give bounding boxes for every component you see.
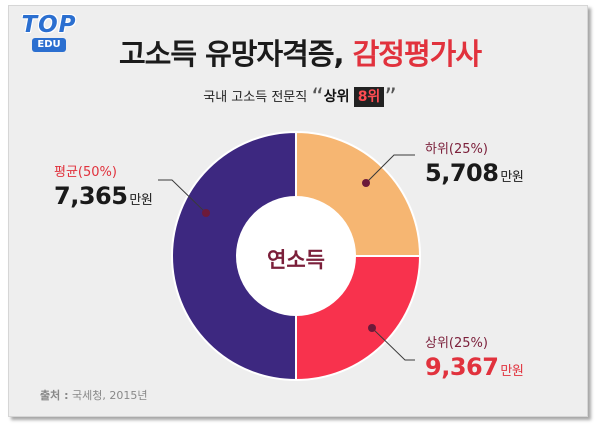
- top-edu-logo: TOP EDU: [14, 12, 84, 58]
- leader-dot-upper: [368, 324, 376, 332]
- leader-dot-lower: [362, 179, 370, 187]
- slice-unit-upper: 만원: [500, 364, 524, 379]
- leader-lines: [158, 154, 415, 361]
- slice-category-average: 평균(50%): [54, 165, 117, 180]
- leader-dots: [202, 179, 376, 332]
- slice-label-lower: 하위(25%) 5,708 만원: [425, 142, 524, 193]
- open-quote-mark: “: [311, 83, 324, 111]
- slice-value-upper: 9,367 만원: [425, 352, 524, 387]
- slice-category-upper: 상위(25%): [425, 336, 488, 351]
- source-label: 출처 :: [40, 389, 69, 402]
- slice-unit-lower: 만원: [500, 170, 524, 185]
- subtitle: 국내 고소득 전문직 “상위 8위”: [0, 83, 600, 111]
- slice-value-lower-number: 5,708: [425, 159, 499, 187]
- slice-value-upper-number: 9,367: [425, 353, 499, 381]
- title-part-highlight: 감정평가사: [352, 37, 482, 71]
- logo-edu-badge: EDU: [32, 38, 66, 52]
- slice-value-lower: 5,708 만원: [425, 158, 524, 193]
- source-text: 국세청, 2015년: [71, 389, 148, 402]
- subtitle-rank-badge: 8위: [353, 87, 385, 107]
- donut-center-label: 연소득: [267, 248, 325, 272]
- source-note: 출처 : 국세청, 2015년: [40, 387, 147, 403]
- leader-line-lower: [365, 154, 415, 184]
- donut-slice-average: [171, 130, 297, 382]
- close-quote-mark: ”: [384, 83, 397, 111]
- subtitle-prefix: 국내 고소득 전문직: [203, 90, 308, 105]
- slice-label-upper: 상위(25%) 9,367 만원: [425, 336, 524, 387]
- title-part-main: 고소득 유망자격증,: [118, 37, 353, 71]
- slice-label-average: 평균(50%) 7,365 만원: [54, 165, 153, 216]
- slice-unit-average: 만원: [129, 193, 153, 208]
- page-title: 고소득 유망자격증, 감정평가사: [0, 36, 600, 72]
- logo-top-text: TOP: [21, 12, 77, 38]
- slice-value-average-number: 7,365: [54, 182, 128, 210]
- slice-category-lower: 하위(25%): [425, 142, 488, 157]
- leader-line-average: [158, 179, 207, 214]
- leader-dot-average: [202, 209, 210, 217]
- leader-line-upper: [371, 327, 415, 361]
- donut-hole: [236, 196, 356, 316]
- subtitle-highlight-word: 상위: [323, 89, 350, 105]
- slice-value-average: 7,365 만원: [54, 181, 153, 216]
